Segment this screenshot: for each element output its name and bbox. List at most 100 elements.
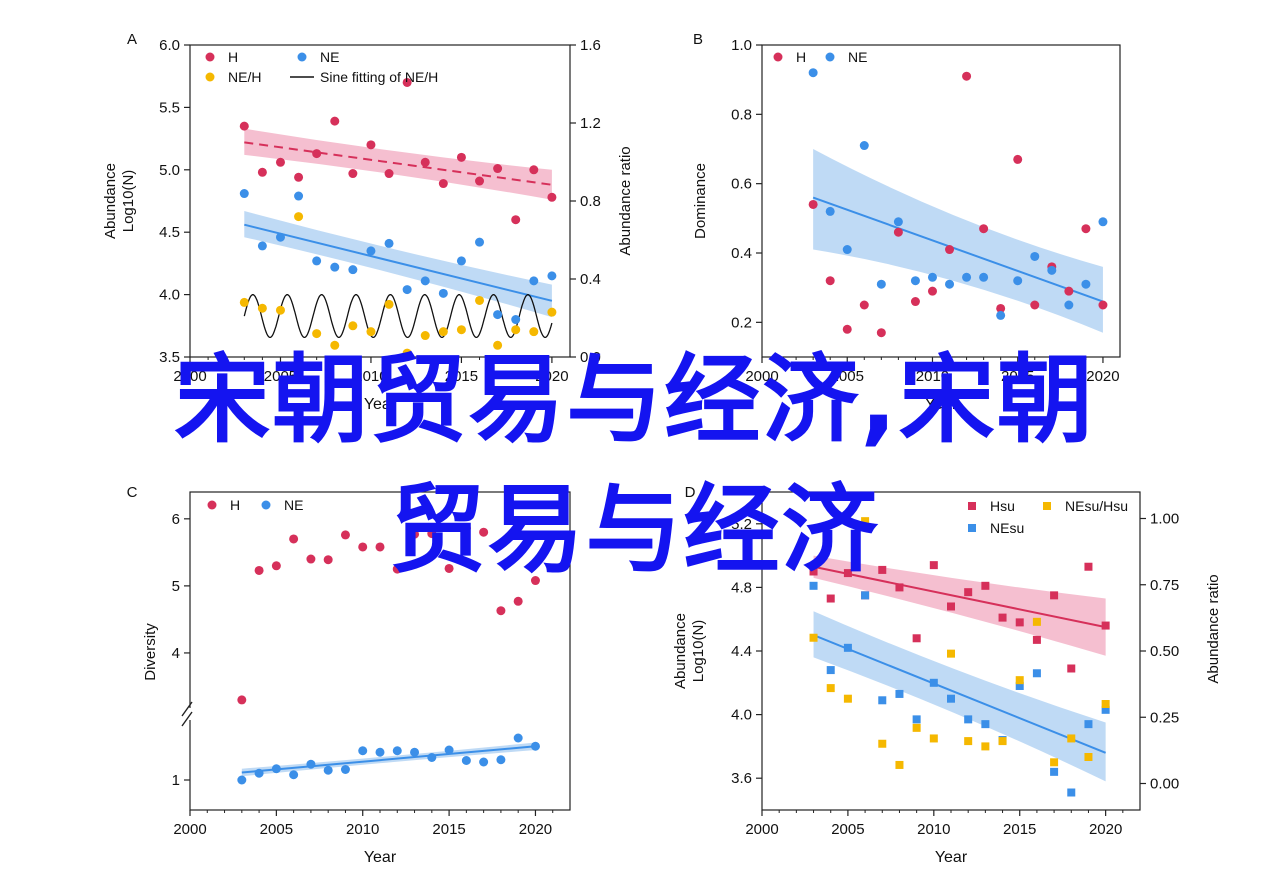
x-tick-label: 2010 xyxy=(917,821,950,838)
ne-point xyxy=(456,256,466,266)
y-tick-label: 0.2 xyxy=(731,314,752,331)
ne-h-point xyxy=(529,327,539,337)
nesu-legend-label: NEsu xyxy=(990,520,1024,536)
h-point xyxy=(859,300,869,310)
x-tick-label: 2020 xyxy=(1089,821,1122,838)
ne-point xyxy=(375,747,385,757)
nesu-legend-marker xyxy=(968,524,976,532)
y-tick-label: 5.2 xyxy=(731,516,752,533)
ne-point xyxy=(530,741,540,751)
y2-axis-label: Abundance ratio xyxy=(1205,574,1222,683)
ne-point xyxy=(493,310,503,320)
y2-tick-label: 0.8 xyxy=(580,193,601,210)
panel-letter: D xyxy=(685,484,696,501)
ne-point xyxy=(479,757,489,767)
ne-point xyxy=(927,272,937,282)
nesu-trend-line xyxy=(813,634,1107,754)
nesu-hsu-point xyxy=(1067,734,1076,743)
ne-point xyxy=(392,746,402,756)
h-point xyxy=(294,172,304,182)
nesu-point xyxy=(878,696,887,705)
nesu-hsu-point xyxy=(981,742,990,751)
y2-tick-label: 0.75 xyxy=(1150,577,1179,594)
ne-h-point xyxy=(366,327,376,337)
nesu-point xyxy=(912,715,921,724)
y-tick-label: 6 xyxy=(172,511,180,528)
h-point xyxy=(444,563,454,573)
ne-h-point xyxy=(239,297,249,307)
ne-h-point xyxy=(475,295,485,305)
x-tick-label: 2010 xyxy=(354,368,387,385)
ne-point xyxy=(427,753,437,762)
y-tick-label: 5.5 xyxy=(159,99,180,116)
h-point xyxy=(420,157,430,167)
ne-point xyxy=(402,285,412,295)
h-legend-label: H xyxy=(230,497,240,513)
nesu-hsu-point xyxy=(826,684,835,693)
h-point xyxy=(479,527,489,537)
x-axis-label: Year xyxy=(925,396,958,413)
h-point xyxy=(366,140,376,150)
panel-letter: A xyxy=(127,31,137,48)
x-tick-label: 2020 xyxy=(519,821,552,838)
x-tick-label: 2005 xyxy=(264,368,297,385)
nesu-point xyxy=(1032,669,1041,678)
ne-point xyxy=(1013,276,1023,286)
ne-h-point xyxy=(312,329,322,339)
y-axis-label-line: Abundance xyxy=(102,163,119,239)
h-point xyxy=(375,542,385,552)
ne-point xyxy=(289,770,299,780)
h-point xyxy=(1081,224,1091,234)
h-point xyxy=(808,199,818,209)
ne-point xyxy=(547,271,557,281)
h-point xyxy=(410,529,420,539)
ne-point xyxy=(876,279,886,289)
ne-legend-marker xyxy=(261,500,271,510)
nesu-hsu-point xyxy=(947,649,955,658)
h-point xyxy=(1030,300,1040,310)
hsu-point xyxy=(843,569,852,578)
y-axis-label-line: Abundance xyxy=(672,613,689,689)
h-point xyxy=(1013,154,1023,164)
y-axis-label: Diversity xyxy=(142,623,159,681)
h-legend-label: H xyxy=(228,49,238,65)
x-axis-label: Year xyxy=(364,849,397,866)
h-point xyxy=(876,328,886,338)
ne-point xyxy=(496,755,506,765)
h-point xyxy=(402,77,412,87)
nesu-hsu-point xyxy=(1084,753,1093,761)
x-axis-label: Year xyxy=(935,849,968,866)
ne-point xyxy=(461,756,471,765)
ne-point xyxy=(312,256,322,266)
h-point xyxy=(910,297,920,307)
ne-point xyxy=(366,246,376,256)
hsu-legend-marker xyxy=(968,502,976,510)
y-tick-label: 4 xyxy=(172,645,180,662)
h-point xyxy=(493,164,503,174)
hsu-point xyxy=(929,561,938,570)
h-point xyxy=(254,565,264,575)
ne-trend-line xyxy=(812,196,1104,303)
h-point xyxy=(1064,286,1074,296)
y-tick-label: 4.5 xyxy=(159,224,180,241)
nesu-point xyxy=(826,666,835,675)
h-point xyxy=(438,179,448,189)
nesu-point xyxy=(1050,767,1059,776)
ne-h-point xyxy=(348,321,358,331)
hsu-point xyxy=(1067,664,1076,673)
x-tick-label: 2005 xyxy=(260,821,293,838)
ne-point xyxy=(962,272,972,282)
ne-point xyxy=(330,262,340,272)
nesu-hsu-point xyxy=(809,633,818,642)
hsu-point xyxy=(1015,618,1024,627)
ne-point xyxy=(475,237,485,247)
panel-letter: B xyxy=(693,31,703,48)
h-point xyxy=(842,324,852,334)
h-point xyxy=(893,227,903,237)
nesu-hsu-point xyxy=(998,737,1007,746)
y-tick-label: 4.0 xyxy=(731,707,752,724)
ne-h-point xyxy=(402,348,412,358)
h-point xyxy=(979,224,989,234)
h-legend-marker xyxy=(207,500,217,510)
ne-h-point xyxy=(275,305,285,315)
